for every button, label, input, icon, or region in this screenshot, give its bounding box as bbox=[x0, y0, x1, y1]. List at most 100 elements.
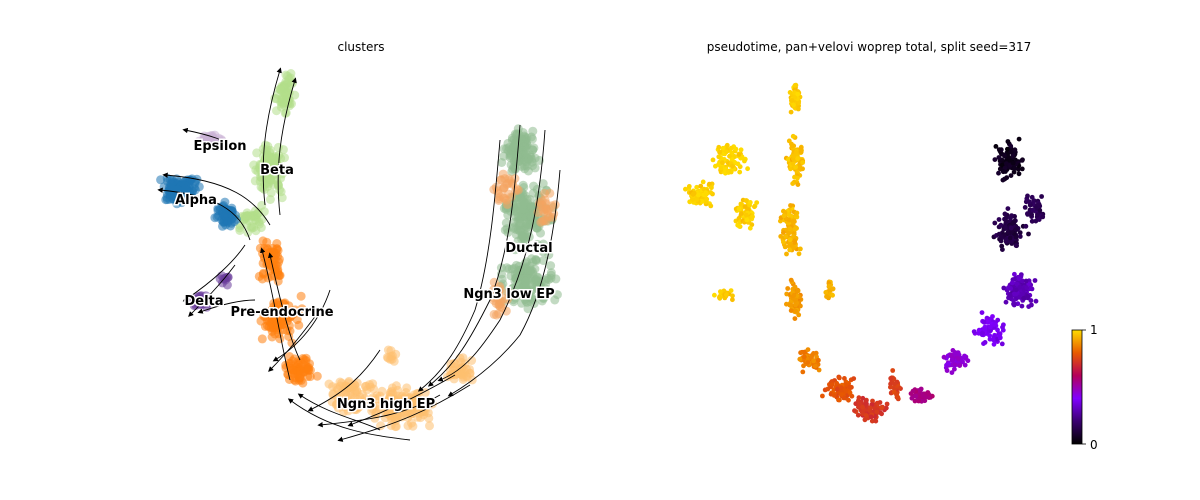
cluster-point-delta bbox=[217, 271, 227, 281]
pseudotime-point bbox=[703, 191, 709, 197]
pseudotime-point bbox=[790, 181, 796, 187]
cluster-point-ngn3-high-ep bbox=[367, 406, 377, 416]
pseudotime-point bbox=[981, 341, 986, 346]
pseudotime-point bbox=[824, 294, 829, 299]
cluster-point-ngn3-low-ep bbox=[489, 277, 499, 287]
pseudotime-point bbox=[941, 354, 947, 360]
pseudotime-point bbox=[1028, 298, 1034, 303]
cluster-point-beta bbox=[252, 148, 262, 158]
pseudotime-point bbox=[1017, 284, 1023, 290]
pseudotime-point bbox=[786, 157, 791, 162]
pseudotime-point bbox=[853, 401, 859, 407]
pseudotime-point bbox=[791, 292, 797, 298]
pseudotime-point bbox=[683, 186, 688, 192]
cluster-point-ductal bbox=[511, 140, 521, 150]
pseudotime-point bbox=[909, 395, 915, 401]
pseudotime-point bbox=[724, 292, 729, 298]
cluster-point-ductal bbox=[497, 274, 507, 284]
pseudotime-point bbox=[724, 142, 730, 148]
cluster-point-pre-endocrine bbox=[312, 371, 322, 381]
pseudotime-point bbox=[1005, 229, 1011, 235]
pseudotime-point bbox=[796, 251, 802, 257]
cluster-point-ngn3-high-ep bbox=[391, 409, 401, 419]
pseudotime-point bbox=[997, 335, 1003, 341]
pseudotime-point bbox=[1039, 194, 1044, 199]
cluster-point-ductal bbox=[518, 146, 528, 156]
pseudotime-point bbox=[1029, 194, 1035, 200]
cluster-point-ngn3-high-ep bbox=[456, 357, 466, 367]
pseudotime-point bbox=[793, 164, 799, 170]
pseudotime-point bbox=[992, 220, 998, 226]
cluster-point-epsilon bbox=[196, 138, 206, 148]
cluster-point-alpha bbox=[194, 182, 204, 192]
pseudotime-point bbox=[791, 245, 797, 251]
pseudotime-point bbox=[728, 169, 734, 175]
cluster-point-ngn3-high-ep bbox=[332, 383, 342, 393]
pseudotime-point bbox=[805, 360, 811, 365]
pseudotime-point bbox=[1037, 207, 1043, 213]
pseudotime-point bbox=[793, 297, 799, 303]
cluster-point-pre-endocrine bbox=[296, 366, 306, 376]
cluster-point-ngn3-high-ep bbox=[406, 409, 416, 419]
pseudotime-point bbox=[792, 316, 798, 321]
pseudotime-point bbox=[1000, 324, 1005, 330]
pseudotime-point bbox=[965, 358, 971, 364]
pseudotime-point bbox=[742, 204, 748, 210]
pseudotime-point bbox=[864, 401, 869, 407]
pseudotime-point bbox=[786, 230, 791, 236]
cluster-point-delta bbox=[222, 280, 232, 290]
pseudotime-point bbox=[716, 162, 721, 168]
pseudotime-point bbox=[976, 327, 982, 333]
left-panel-title: clusters bbox=[337, 40, 384, 54]
pseudotime-point bbox=[1005, 139, 1011, 144]
pseudotime-point bbox=[1017, 234, 1023, 239]
pseudotime-point bbox=[712, 292, 717, 298]
streamline bbox=[437, 129, 546, 382]
pseudotime-point bbox=[1008, 143, 1014, 149]
pseudotime-point bbox=[862, 417, 868, 423]
pseudotime-point bbox=[1008, 225, 1014, 231]
cluster-label-beta: Beta bbox=[260, 163, 294, 178]
cluster-point-ngn3-high-ep bbox=[352, 387, 362, 397]
cluster-label-ngn3-high-ep: Ngn3 high EP bbox=[337, 397, 435, 412]
pseudotime-point bbox=[694, 184, 700, 190]
cluster-point-pre-endocrine bbox=[273, 276, 283, 286]
pseudotime-point bbox=[742, 158, 747, 164]
pseudotime-point bbox=[800, 160, 806, 165]
cluster-point-ductal bbox=[502, 144, 512, 154]
pseudotime-point bbox=[743, 212, 749, 218]
pseudotime-point bbox=[709, 185, 714, 191]
pseudotime-point bbox=[1020, 278, 1025, 284]
pseudotime-point bbox=[1001, 153, 1007, 158]
pseudotime-point bbox=[846, 397, 851, 403]
streamline bbox=[267, 252, 301, 361]
cluster-point-ductal bbox=[539, 294, 548, 304]
pseudotime-point bbox=[922, 398, 928, 404]
pseudotime-point bbox=[873, 418, 879, 424]
pseudotime-point bbox=[1019, 166, 1025, 172]
pseudotime-point bbox=[786, 217, 792, 223]
pseudotime-point bbox=[1025, 212, 1031, 217]
pseudotime-point bbox=[826, 283, 832, 289]
pseudotime-points bbox=[683, 82, 1046, 424]
pseudotime-point bbox=[798, 145, 804, 151]
pseudotime-point bbox=[720, 145, 726, 151]
cluster-point-beta bbox=[257, 200, 267, 210]
cluster-point-ngn3-high-ep bbox=[331, 400, 341, 410]
pseudotime-point bbox=[686, 184, 692, 189]
cluster-point-ductal bbox=[511, 224, 521, 234]
pseudotime-point bbox=[1003, 239, 1009, 245]
cluster-point-beta bbox=[278, 145, 288, 155]
pseudotime-point bbox=[1011, 301, 1016, 307]
pseudotime-point bbox=[724, 149, 729, 155]
pseudotime-point bbox=[704, 196, 710, 202]
pseudotime-point bbox=[831, 393, 837, 398]
pseudotime-point bbox=[745, 166, 750, 172]
pseudotime-point bbox=[708, 190, 714, 195]
pseudotime-point bbox=[953, 351, 959, 357]
cluster-point-ductal bbox=[518, 205, 528, 215]
pseudotime-point bbox=[736, 152, 742, 158]
pseudotime-point bbox=[838, 385, 844, 390]
pseudotime-point bbox=[730, 163, 735, 169]
cluster-point-beta bbox=[259, 177, 269, 187]
